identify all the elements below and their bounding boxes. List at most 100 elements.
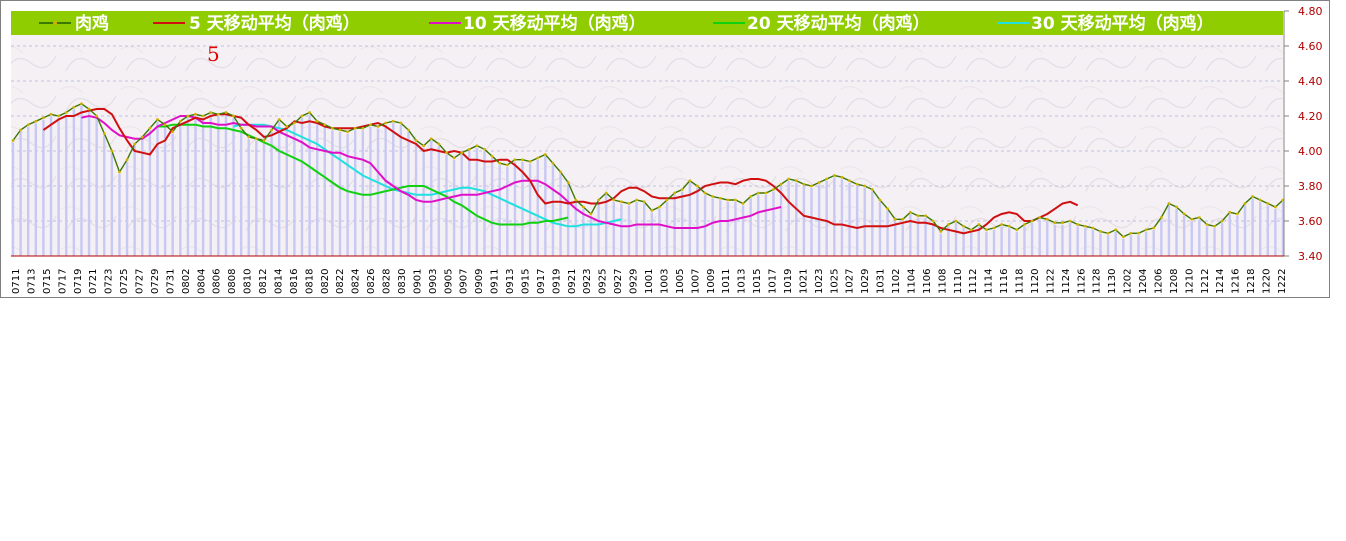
data-point (825, 177, 829, 181)
bar (939, 233, 942, 256)
x-tick-label: 1106 (922, 269, 933, 294)
bar (445, 154, 448, 256)
bar (118, 174, 121, 256)
bar (430, 140, 433, 256)
data-point (673, 191, 677, 195)
x-tick-label: 1007 (690, 269, 701, 294)
x-tick-label: 0905 (443, 269, 454, 294)
y-tick-label: 4.80 (1298, 5, 1323, 18)
data-point (1099, 230, 1102, 233)
plot-background (11, 11, 1283, 256)
bar (719, 200, 722, 256)
bar (795, 182, 798, 256)
data-point (1106, 231, 1110, 235)
bar (916, 217, 920, 256)
bar (696, 188, 699, 256)
data-point (19, 128, 23, 132)
data-point (148, 126, 152, 130)
x-tick-label: 1210 (1184, 269, 1195, 294)
x-tick-label: 1017 (768, 269, 779, 294)
data-point (863, 184, 867, 188)
data-point (369, 123, 372, 127)
data-point (604, 191, 608, 195)
data-point (42, 116, 45, 120)
bar (544, 156, 547, 256)
data-point (855, 182, 859, 186)
x-tick-label: 0820 (320, 269, 331, 294)
data-point (391, 119, 395, 123)
data-point (764, 191, 768, 195)
bar (673, 195, 676, 256)
bar (475, 147, 479, 256)
data-point (1266, 202, 1270, 205)
data-point (962, 224, 965, 228)
x-tick-label: 1206 (1154, 269, 1165, 294)
data-point (1114, 228, 1118, 232)
x-tick-label: 1216 (1231, 269, 1242, 294)
bar (49, 116, 53, 256)
x-tick-label: 1029 (860, 269, 871, 294)
data-point (931, 219, 935, 223)
x-tick-label: 1015 (752, 269, 763, 294)
data-point (102, 132, 106, 135)
data-point (34, 119, 38, 123)
data-point (1023, 223, 1026, 226)
bar (947, 226, 950, 256)
price-line-chart: 肉鸡 5 天移动平均（肉鸡） 10 天移动平均（肉鸡） 20 天移动平均（肉鸡）… (11, 5, 1323, 294)
data-point (505, 163, 509, 167)
bar (1061, 224, 1064, 256)
data-point (1137, 231, 1140, 235)
data-point (1091, 226, 1095, 230)
x-tick-label: 1023 (814, 269, 825, 294)
data-point (635, 198, 638, 202)
bar (1243, 205, 1247, 256)
data-point (209, 111, 213, 114)
bar (764, 195, 768, 256)
data-point (399, 121, 403, 125)
bar (1281, 202, 1285, 256)
bar (840, 179, 844, 256)
bar (498, 165, 501, 256)
x-tick-label: 0723 (104, 269, 115, 294)
data-point (619, 200, 623, 204)
bar (1213, 228, 1216, 256)
x-tick-label: 0921 (567, 269, 578, 294)
data-point (1235, 212, 1239, 216)
data-point (262, 139, 266, 142)
x-tick-label: 0725 (119, 269, 130, 294)
bar (331, 130, 334, 256)
x-tick-label: 0717 (57, 269, 68, 294)
series-line (233, 123, 622, 228)
data-point (916, 214, 920, 218)
x-tick-label: 1108 (937, 269, 948, 294)
data-point (680, 188, 684, 191)
bar (901, 221, 904, 256)
data-point (445, 151, 448, 155)
data-point (338, 128, 342, 132)
x-tick-label: 0731 (165, 269, 176, 294)
data-point (574, 198, 578, 202)
data-point (232, 114, 235, 118)
y-tick-label: 4.20 (1298, 110, 1323, 123)
bar (1205, 226, 1209, 256)
bar (1091, 230, 1095, 256)
bar (909, 214, 912, 256)
data-point (559, 170, 562, 174)
bar (681, 191, 684, 256)
data-point (551, 161, 555, 165)
legend: 肉鸡 5 天移动平均（肉鸡） 10 天移动平均（肉鸡） 20 天移动平均（肉鸡）… (39, 13, 1214, 34)
bar (308, 114, 311, 256)
x-tick-label: 1110 (953, 269, 964, 294)
x-tick-label: 0822 (335, 269, 346, 294)
bar (536, 160, 539, 256)
data-point (1205, 223, 1209, 226)
bar (209, 114, 212, 256)
x-tick-label: 0903 (428, 269, 439, 294)
data-point (513, 158, 517, 162)
data-point (407, 128, 410, 132)
bar (277, 121, 281, 256)
x-tick-label: 1001 (644, 269, 655, 294)
data-point (467, 147, 471, 151)
data-point (133, 142, 137, 146)
bar (962, 228, 965, 256)
